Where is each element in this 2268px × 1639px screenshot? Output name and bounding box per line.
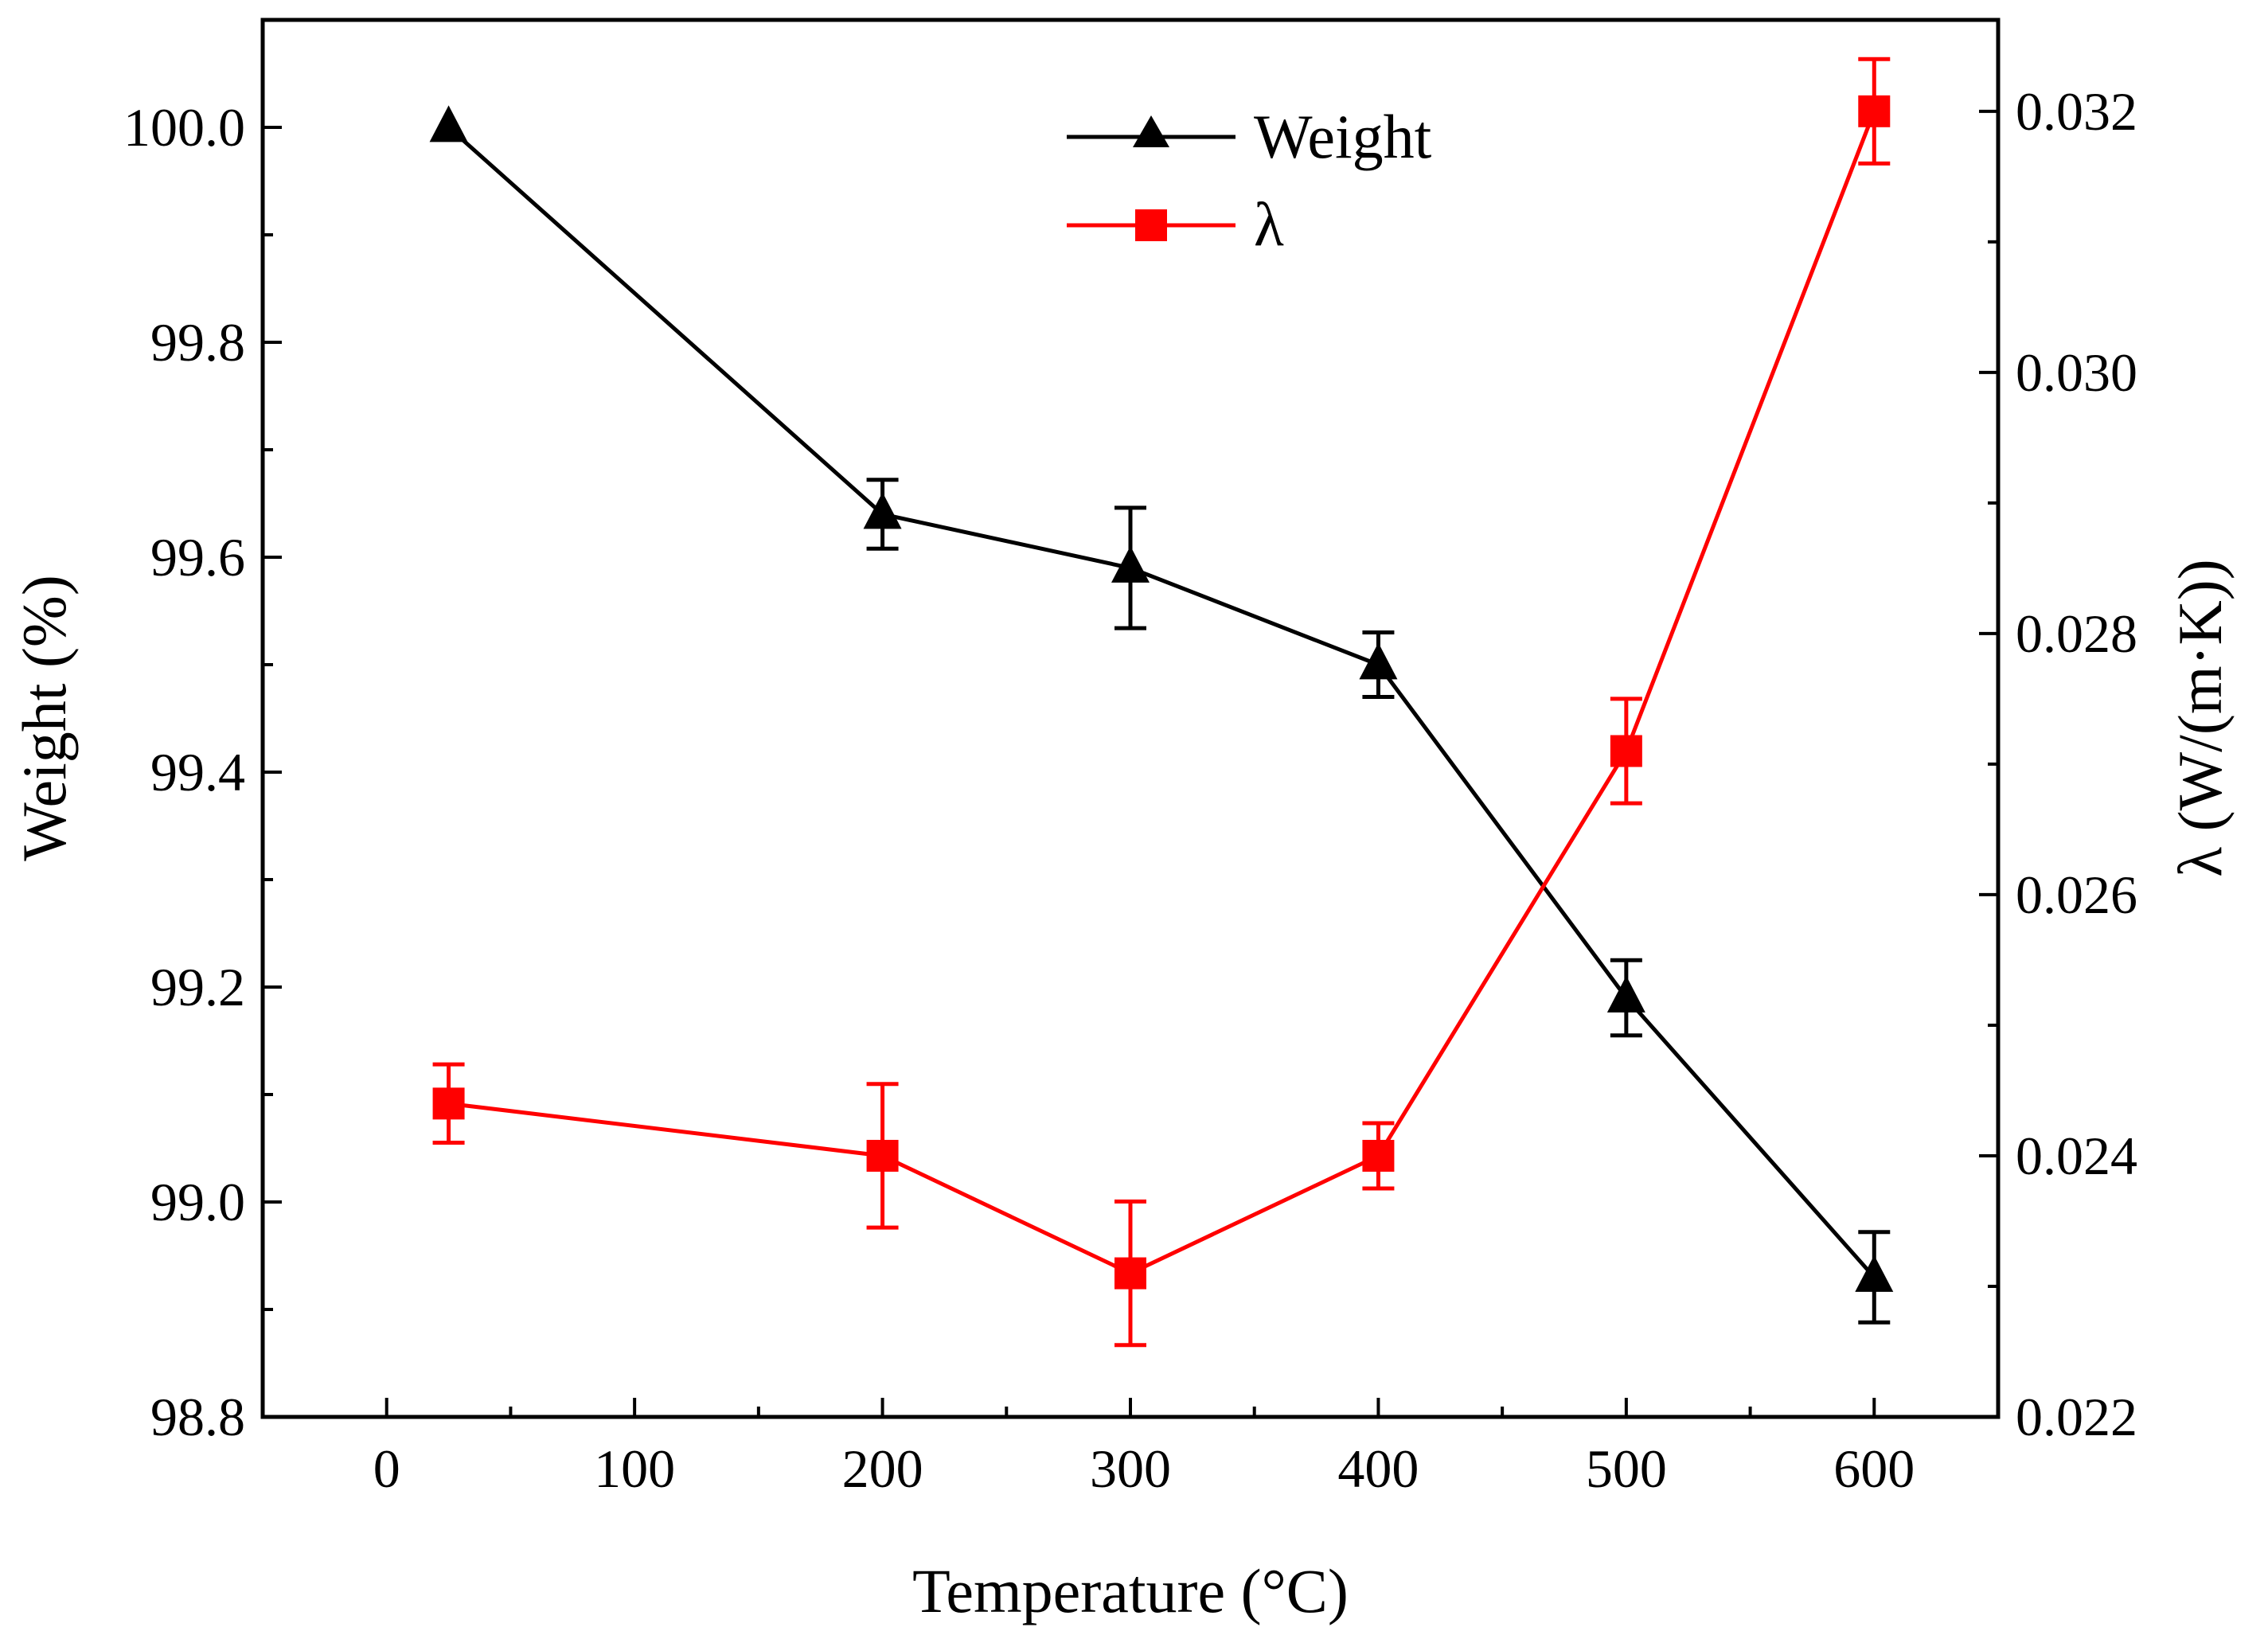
- y-right-tick-label: 0.030: [2016, 342, 2137, 403]
- x-tick-label: 500: [1586, 1438, 1667, 1499]
- legend-marker-lambda: [1135, 209, 1167, 241]
- data-point: [1855, 1255, 1894, 1292]
- x-axis: 0 100 200 300 400 500 600: [373, 1398, 1915, 1499]
- data-point: [1359, 642, 1398, 680]
- data-point: [1111, 545, 1150, 583]
- y-left-tick-label: 99.2: [150, 957, 245, 1017]
- y-right-tick-label: 0.028: [2016, 603, 2137, 664]
- y-right-tick-label: 0.024: [2016, 1126, 2137, 1186]
- y-left-tick-label: 100.0: [123, 97, 245, 158]
- y-right-axis-title: λ (W/(m·K)): [2165, 559, 2235, 876]
- y-right-axis: 0.022 0.024 0.026 0.028 0.030 0.032: [1979, 81, 2137, 1447]
- series-weight: [429, 105, 1894, 1325]
- data-point: [1114, 1257, 1146, 1290]
- y-left-axis: 98.8 99.0 99.2 99.4 99.6 99.8 100.0: [123, 97, 282, 1447]
- y-left-tick-label: 98.8: [150, 1387, 245, 1447]
- y-left-tick-label: 99.8: [150, 312, 245, 373]
- legend: Weight λ: [1067, 102, 1432, 259]
- legend-label-weight: Weight: [1254, 102, 1432, 171]
- legend-marker-weight: [1133, 115, 1169, 147]
- y-right-tick-label: 0.022: [2016, 1387, 2137, 1447]
- y-left-tick-label: 99.4: [150, 742, 245, 802]
- data-point: [1858, 95, 1891, 127]
- x-tick-label: 400: [1337, 1438, 1419, 1499]
- series-layer: [429, 57, 1894, 1348]
- x-tick-label: 100: [594, 1438, 675, 1499]
- x-axis-title: Temperature (°C): [912, 1556, 1349, 1625]
- y-right-tick-label: 0.032: [2016, 81, 2137, 142]
- x-tick-label: 200: [842, 1438, 923, 1499]
- data-point: [432, 1087, 465, 1120]
- legend-item-weight: Weight: [1067, 102, 1432, 171]
- y-left-tick-label: 99.0: [150, 1172, 245, 1232]
- series-lambda: [432, 57, 1891, 1348]
- y-right-tick-label: 0.026: [2016, 864, 2137, 925]
- data-point: [429, 105, 468, 142]
- data-point: [866, 1139, 899, 1172]
- data-point: [1606, 975, 1645, 1013]
- x-tick-label: 0: [373, 1438, 400, 1499]
- data-point: [863, 492, 902, 529]
- series-line: [447, 126, 1876, 1279]
- x-tick-label: 300: [1090, 1438, 1171, 1499]
- y-left-tick-label: 99.6: [150, 527, 245, 587]
- y-left-axis-title: Weight (%): [10, 575, 79, 861]
- legend-item-lambda: λ: [1067, 189, 1284, 259]
- legend-label-lambda: λ: [1254, 189, 1284, 259]
- x-tick-label: 600: [1833, 1438, 1915, 1499]
- data-point: [1610, 735, 1642, 767]
- data-point: [1362, 1139, 1395, 1172]
- series-line: [448, 110, 1876, 1276]
